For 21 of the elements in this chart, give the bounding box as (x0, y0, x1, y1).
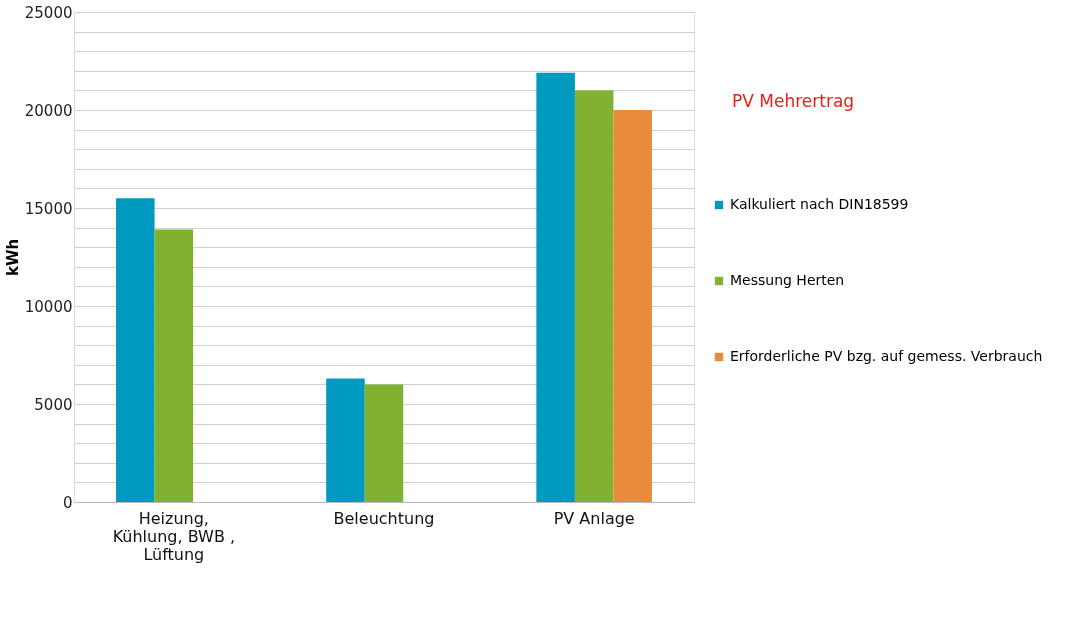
x-tick-label: Beleuchtung (333, 508, 435, 528)
y-tick-label: 20000 (24, 101, 73, 120)
legend-label: Messung Herten (730, 272, 845, 288)
bar (116, 198, 155, 502)
bar (154, 229, 194, 502)
text: PV Mehrertrag (732, 91, 855, 111)
y-tick-label: 15000 (24, 199, 73, 218)
bar (613, 110, 652, 502)
bar (364, 384, 404, 502)
bar (326, 378, 365, 502)
y-tick-label: 0 (62, 493, 73, 512)
y-tick-label: 10000 (24, 297, 73, 316)
bar (574, 90, 614, 502)
y-tick-label: 5000 (34, 395, 73, 414)
legend-label: Erforderliche PV bzg. auf gemess. Verbrauch (730, 348, 1043, 364)
y-tick-label: 25000 (24, 3, 73, 22)
legend-label: Kalkuliert nach DIN18599 (730, 196, 909, 212)
bar (536, 72, 575, 502)
x-tick-label: PV Anlage (553, 508, 635, 528)
x-tick-label: Heizung, Kühlung, BWB , Lüftung (112, 508, 236, 564)
y-axis-title: kWh (3, 238, 22, 277)
